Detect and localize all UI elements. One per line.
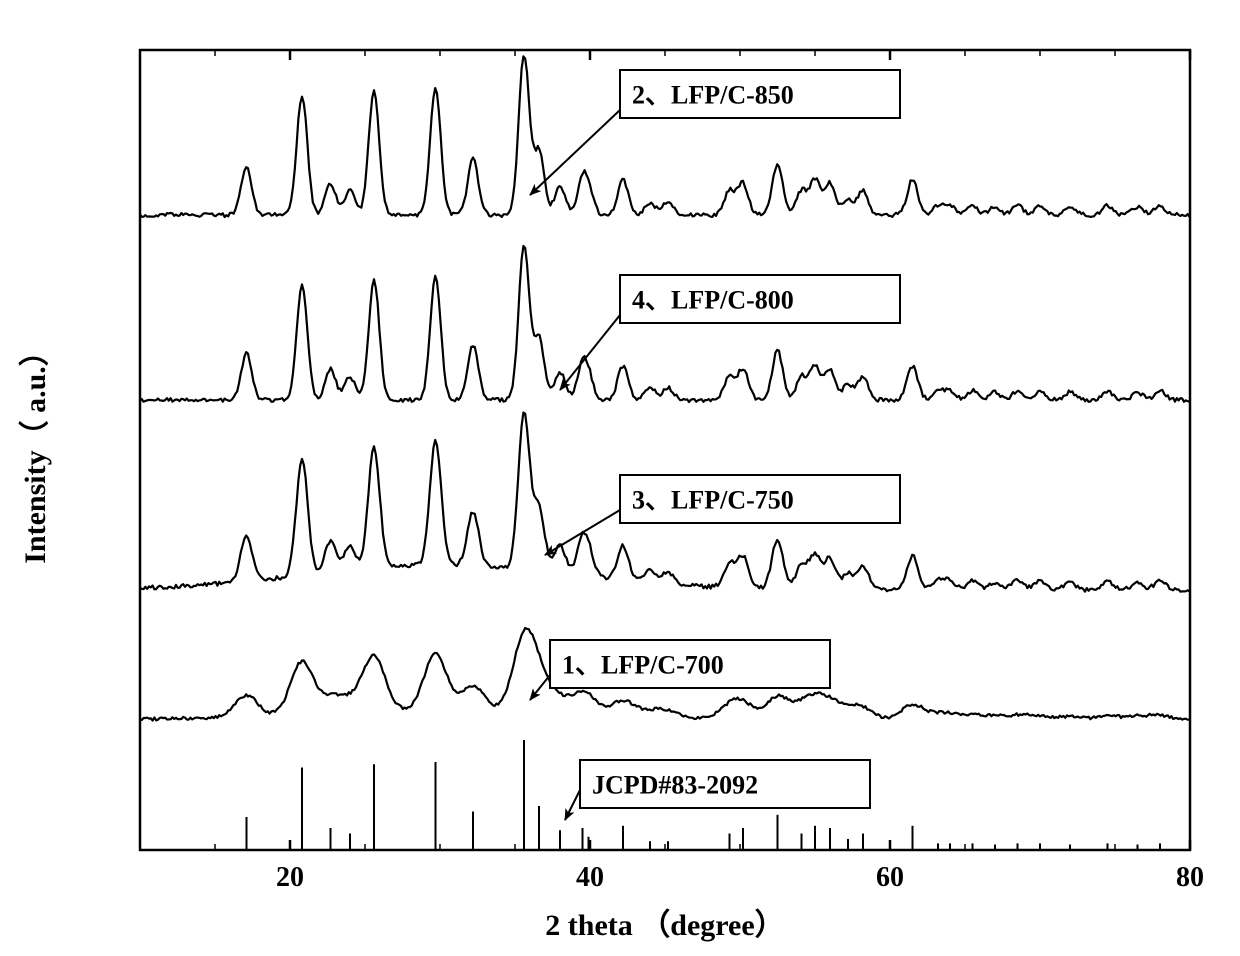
- label-arrow: [565, 790, 580, 820]
- xrd-chart: 20 40 60 80 2 theta （degree） Intensity（ a.u.）…: [0, 0, 1240, 956]
- label-text: 1、LFP/C-700: [562, 651, 724, 680]
- x-tick-label: 40: [576, 862, 604, 893]
- label-text: JCPD#83-2092: [592, 771, 758, 800]
- label-text: 2、LFP/C-850: [632, 81, 794, 110]
- label-arrow: [545, 510, 620, 555]
- x-axis-label: 2 theta （degree）: [545, 908, 784, 942]
- label-arrow: [530, 110, 620, 195]
- x-tick-label: 60: [876, 862, 904, 893]
- label-arrow: [560, 315, 620, 390]
- chart-svg: 20 40 60 80 2 theta （degree） Intensity（ a.u.）…: [0, 0, 1240, 956]
- y-axis-label: Intensity（ a.u.）: [18, 336, 52, 564]
- x-tick-label: 80: [1176, 862, 1204, 893]
- label-text: 3、LFP/C-750: [632, 486, 794, 515]
- label-arrow: [530, 675, 550, 700]
- label-text: 4、LFP/C-800: [632, 286, 794, 315]
- x-tick-label: 20: [276, 862, 304, 893]
